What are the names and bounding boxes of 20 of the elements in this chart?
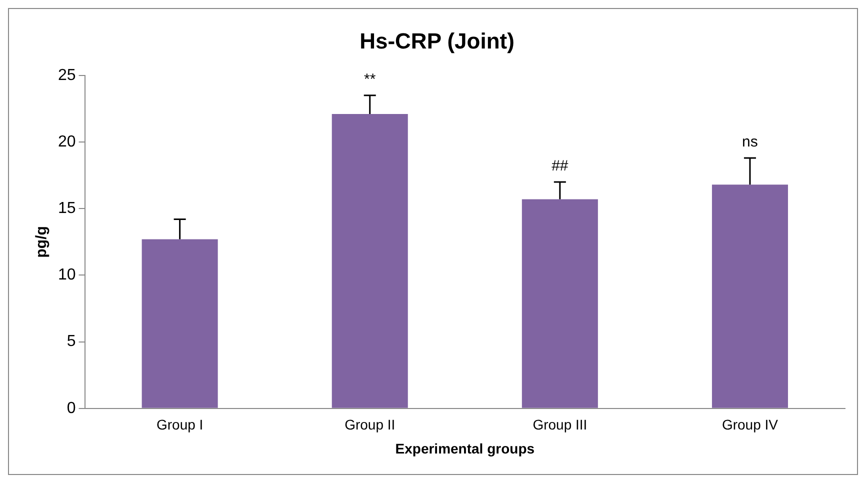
x-tick-label: Group I xyxy=(156,416,204,433)
bar xyxy=(332,114,408,408)
y-tick-label: 0 xyxy=(66,400,76,417)
chart-title: Hs-CRP (Joint) xyxy=(360,28,514,54)
y-tick-label: 15 xyxy=(58,200,76,218)
bar xyxy=(522,199,598,408)
bar xyxy=(142,239,218,408)
annotation: ## xyxy=(552,158,569,175)
y-tick-label: 25 xyxy=(58,66,76,84)
y-axis-title: pg/g xyxy=(33,226,50,258)
x-tick-label: Group II xyxy=(344,416,396,433)
annotation: ns xyxy=(742,134,758,151)
bar xyxy=(712,184,788,408)
x-tick-label: Group III xyxy=(532,416,588,433)
x-tick-label: Group IV xyxy=(722,416,779,433)
y-tick-label: 20 xyxy=(58,133,76,150)
y-tick-label: 5 xyxy=(66,333,76,350)
x-axis-title: Experimental groups xyxy=(395,440,535,456)
annotation: ** xyxy=(364,71,376,88)
y-tick-label: 10 xyxy=(58,266,76,284)
